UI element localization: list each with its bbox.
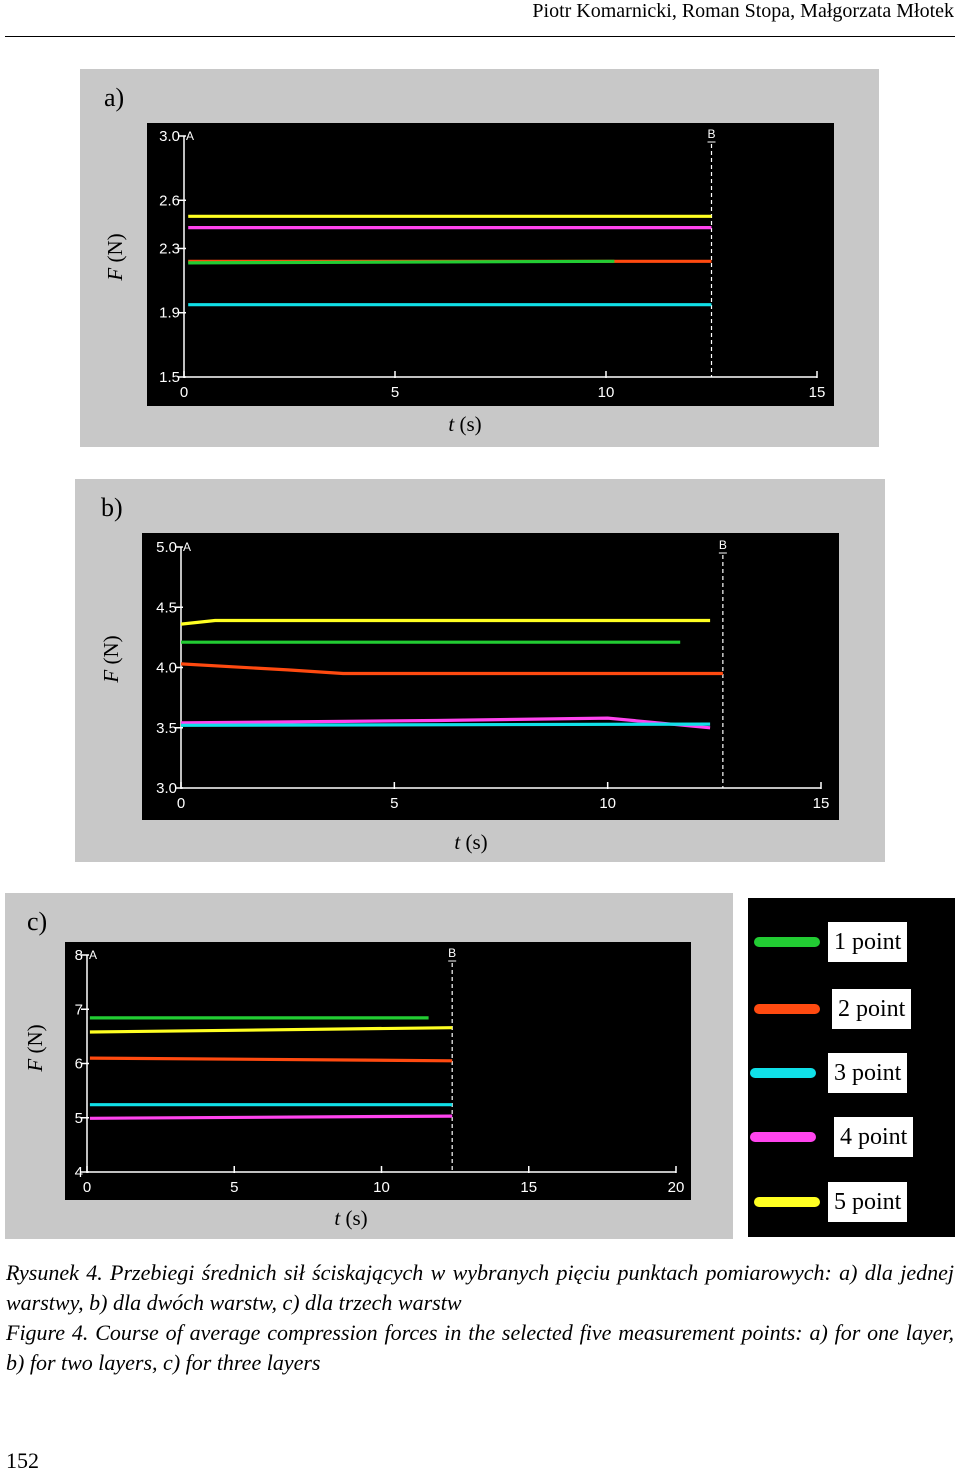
y-axis-title: F (N) bbox=[103, 233, 127, 281]
series-line-5-point bbox=[180, 618, 711, 626]
legend-swatch-1 bbox=[754, 937, 820, 947]
series-line-4-point bbox=[89, 1114, 453, 1120]
y-tick-label: 3.0 bbox=[156, 780, 177, 797]
marker-a-label: A bbox=[186, 129, 194, 143]
header-rule bbox=[5, 36, 955, 37]
series-line-1-point bbox=[188, 259, 615, 265]
x-tick-label: 15 bbox=[813, 795, 830, 812]
y-tick-label: 4 bbox=[75, 1164, 83, 1181]
legend-label-5: 5 point bbox=[828, 1182, 908, 1222]
series-line-2-point bbox=[89, 1056, 453, 1063]
plot-area bbox=[147, 123, 834, 406]
plot-area bbox=[65, 942, 691, 1200]
x-tick-label: 10 bbox=[599, 795, 616, 812]
x-tick-label: 0 bbox=[177, 795, 185, 812]
plot-area bbox=[142, 533, 839, 820]
figure-panel-a: a) 3.0 2.6 2.3 1.9 1.5 0 5 10 15 A B F (N) t (s) bbox=[80, 69, 879, 447]
x-axis-title: t (s) bbox=[334, 1206, 367, 1230]
y-tick-label: 1.5 bbox=[159, 369, 180, 386]
legend: 1 point 2 point 3 point 4 point 5 point bbox=[748, 898, 955, 1237]
x-tick-label: 20 bbox=[668, 1179, 685, 1196]
marker-b-label: B bbox=[707, 127, 715, 141]
x-tick-label: 10 bbox=[598, 384, 615, 401]
series-line-3-point bbox=[180, 722, 711, 727]
legend-item-4: 4 point bbox=[748, 1117, 955, 1157]
legend-label-4: 4 point bbox=[834, 1117, 914, 1157]
caption-polish: Rysunek 4. Przebiegi średnich sił ściska… bbox=[6, 1260, 954, 1315]
y-tick-label: 4.0 bbox=[156, 660, 177, 677]
x-axis-title: t (s) bbox=[454, 830, 487, 854]
x-tick-label: 0 bbox=[83, 1179, 91, 1196]
x-tick-label: 5 bbox=[391, 384, 399, 401]
y-tick-label: 3.5 bbox=[156, 720, 177, 737]
x-tick-label: 5 bbox=[390, 795, 398, 812]
x-tick-label: 15 bbox=[520, 1179, 537, 1196]
y-tick-label: 2.3 bbox=[159, 240, 180, 257]
legend-item-2: 2 point bbox=[748, 989, 955, 1029]
y-axis-title: F (N) bbox=[23, 1024, 47, 1072]
y-axis-title: F (N) bbox=[99, 635, 123, 683]
y-tick-label: 1.9 bbox=[159, 305, 180, 322]
x-tick-label: 5 bbox=[230, 1179, 238, 1196]
panel-label-c: c) bbox=[27, 907, 48, 936]
series-line-2-point bbox=[180, 662, 723, 676]
panel-label-a: a) bbox=[104, 83, 125, 112]
caption-english: Figure 4. Course of average compression … bbox=[6, 1320, 954, 1375]
figure-panel-c: c) 8 7 6 5 4 0 5 10 15 20 A B F (N) t (s) bbox=[5, 893, 733, 1239]
y-tick-label: 7 bbox=[75, 1001, 83, 1018]
y-tick-label: 5.0 bbox=[156, 539, 177, 556]
marker-b-label: B bbox=[719, 538, 727, 552]
legend-item-5: 5 point bbox=[748, 1182, 955, 1222]
legend-label-3: 3 point bbox=[828, 1053, 908, 1093]
x-axis-title: t (s) bbox=[448, 412, 481, 436]
figure-caption: Rysunek 4. Przebiegi średnich sił ściska… bbox=[6, 1258, 954, 1378]
y-tick-label: 2.6 bbox=[159, 192, 180, 209]
y-tick-label: 3.0 bbox=[159, 128, 180, 145]
x-tick-label: 0 bbox=[180, 384, 188, 401]
y-tick-label: 8 bbox=[75, 947, 83, 964]
legend-item-3: 3 point bbox=[748, 1053, 955, 1093]
legend-label-2: 2 point bbox=[832, 989, 912, 1029]
y-tick-label: 4.5 bbox=[156, 599, 177, 616]
running-header-authors: Piotr Komarnicki, Roman Stopa, Małgorzat… bbox=[532, 0, 954, 22]
x-tick-label: 10 bbox=[373, 1179, 390, 1196]
marker-a-label: A bbox=[183, 540, 191, 554]
chart-c: 8 7 6 5 40 5 10 15 20 A B F (N) t (s) bbox=[23, 942, 691, 1230]
figure-panel-b: b) 5.0 4.5 4.0 3.5 3.0 0 5 10 15 A B F (N) t (s) bbox=[75, 479, 885, 862]
y-tick-label: 6 bbox=[75, 1056, 83, 1073]
y-tick-label: 5 bbox=[75, 1110, 83, 1127]
page-number: 152 bbox=[6, 1448, 39, 1473]
chart-a: 3.0 2.6 2.3 1.9 1.50 5 10 15 A B F (N) t (s) bbox=[103, 123, 834, 436]
legend-swatch-5 bbox=[754, 1197, 820, 1207]
legend-label-1: 1 point bbox=[828, 922, 908, 962]
marker-a-label: A bbox=[89, 948, 97, 962]
legend-swatch-4 bbox=[750, 1132, 816, 1142]
chart-b: 5.0 4.5 4.0 3.5 3.00 5 10 15 A B F (N) t (s) bbox=[99, 533, 839, 854]
series-line-5-point bbox=[89, 1026, 453, 1034]
legend-swatch-2 bbox=[754, 1004, 820, 1014]
panel-label-b: b) bbox=[101, 493, 123, 522]
marker-b-label: B bbox=[448, 946, 456, 960]
legend-item-1: 1 point bbox=[748, 922, 955, 962]
x-tick-label: 15 bbox=[809, 384, 826, 401]
legend-swatch-3 bbox=[750, 1068, 816, 1078]
